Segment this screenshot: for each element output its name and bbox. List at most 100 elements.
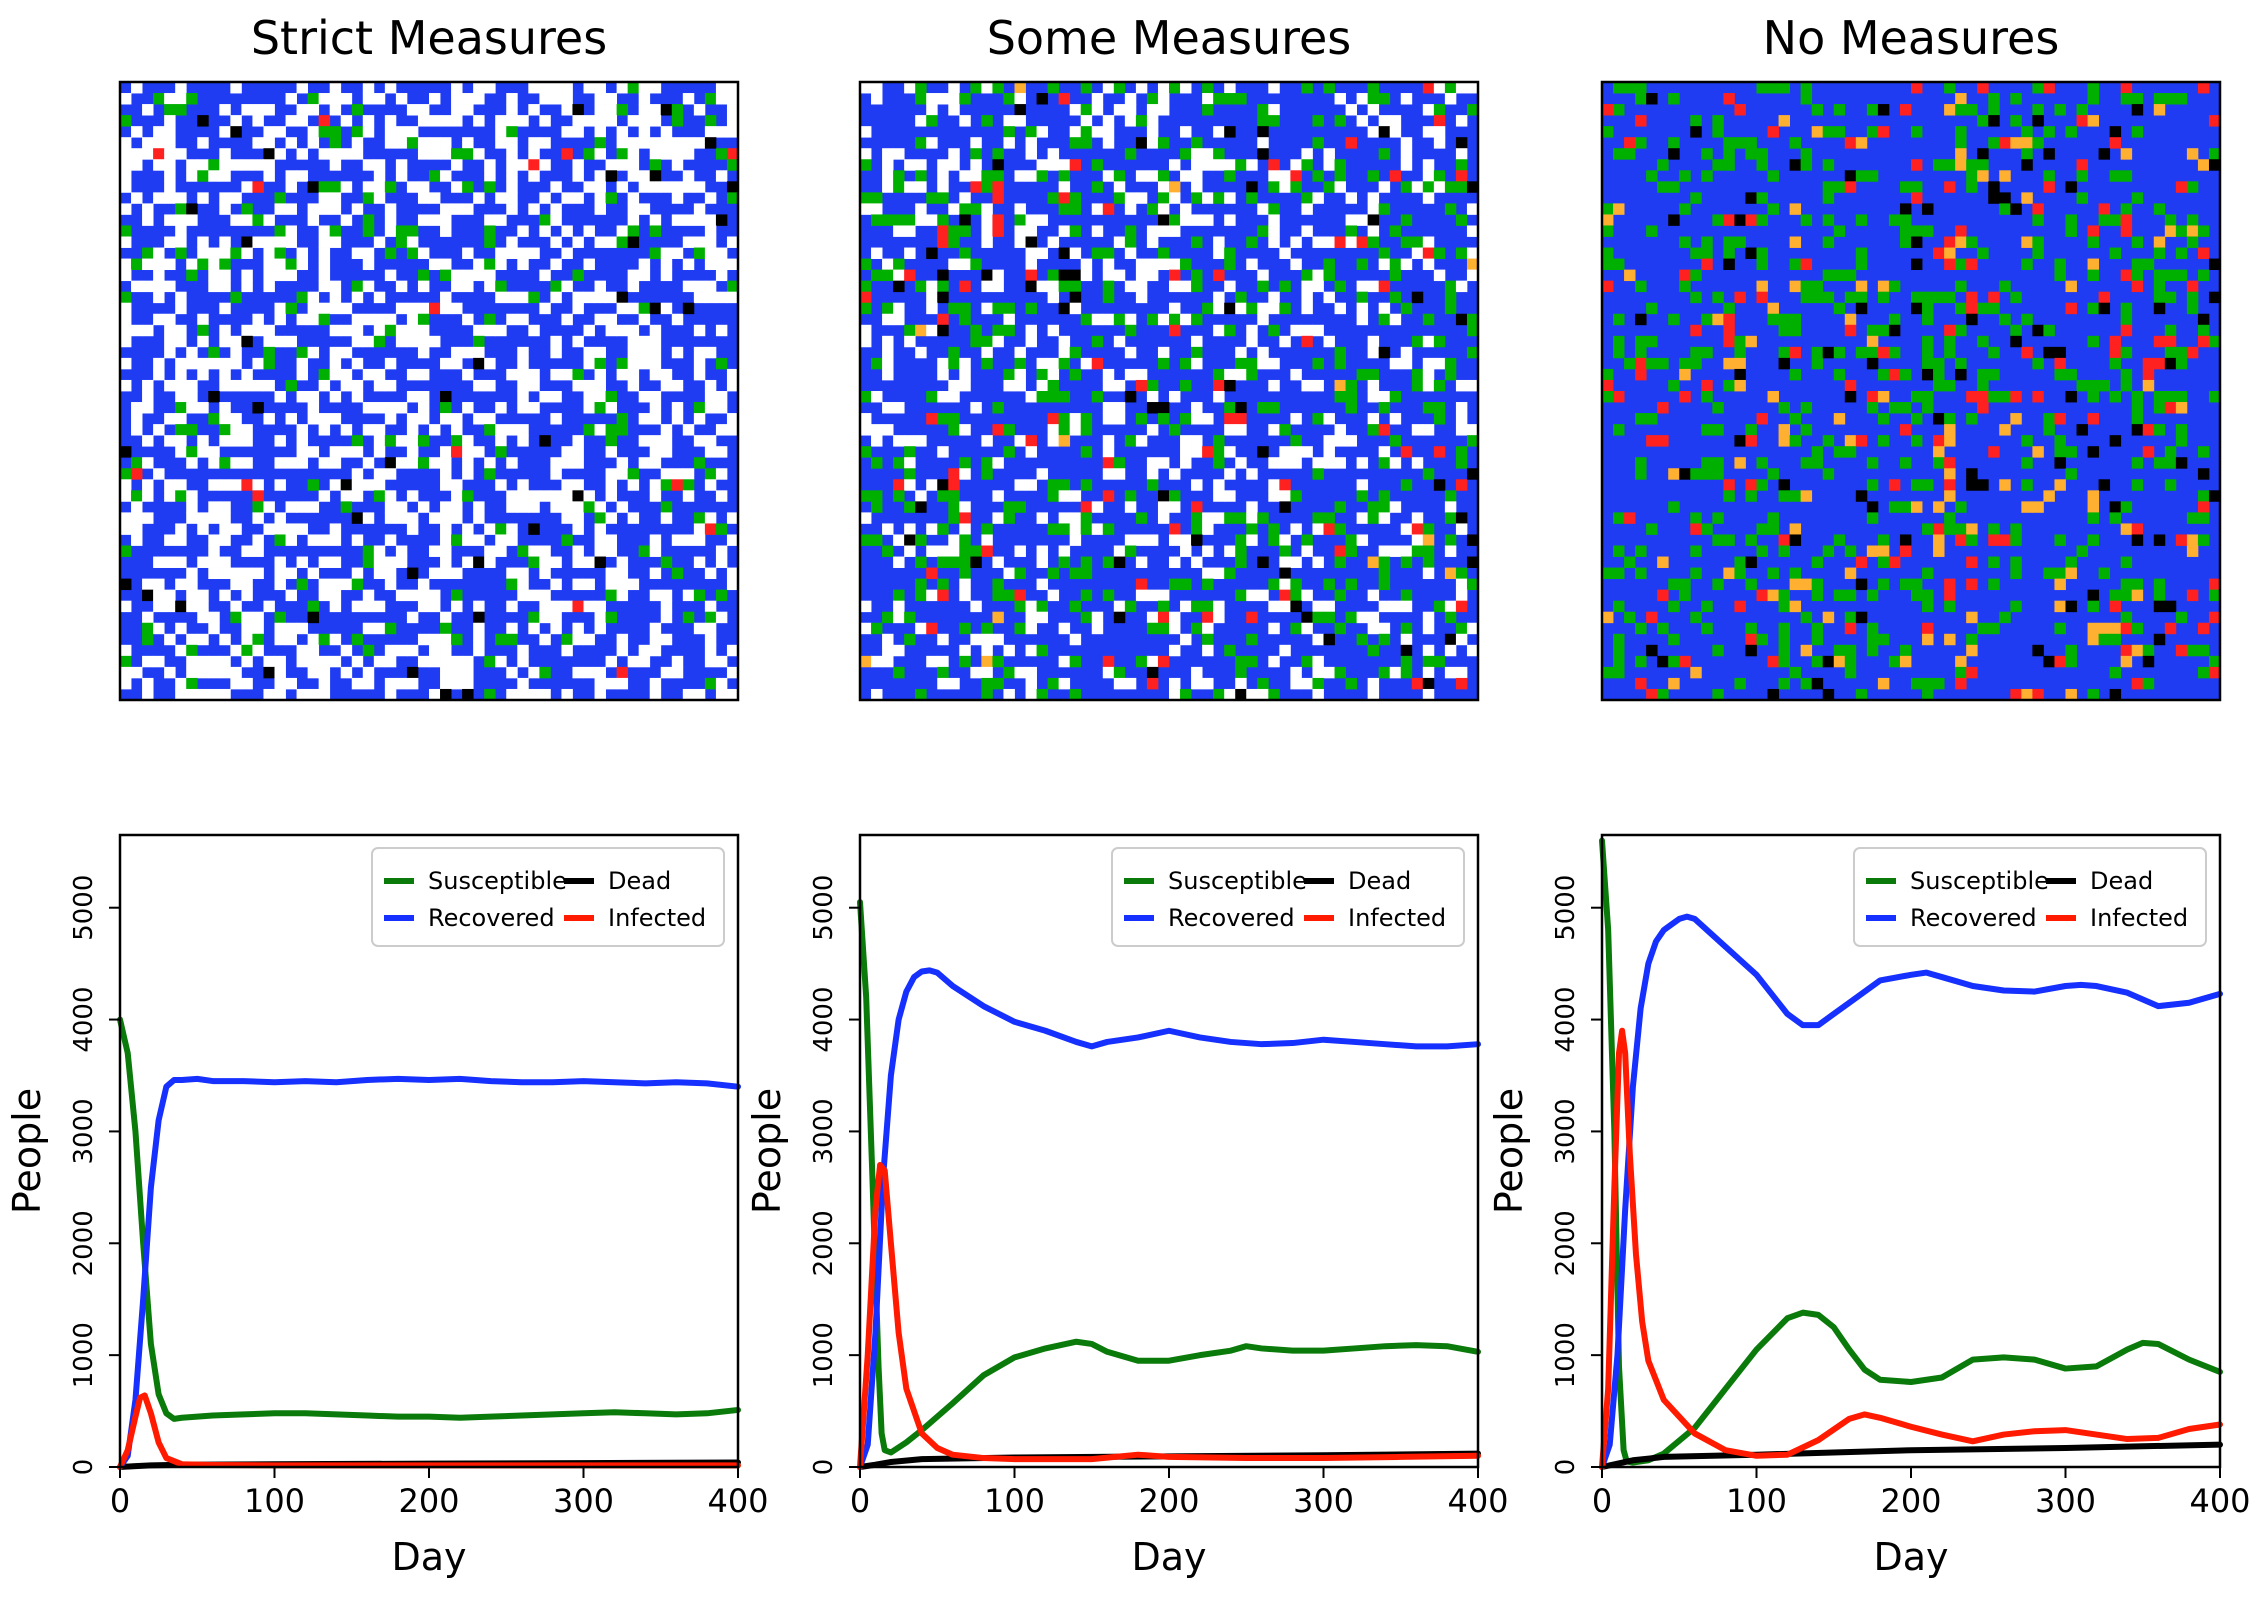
heatmap-cell-susceptible xyxy=(1389,291,1402,304)
heatmap-cell-incubating xyxy=(1058,435,1071,447)
heatmap-cell-dead xyxy=(1822,688,1835,701)
heatmap-cell-empty xyxy=(1102,126,1115,138)
heatmap-cell-empty xyxy=(318,379,331,392)
heatmap-cell-empty xyxy=(440,567,452,580)
heatmap-cell-incubating xyxy=(1955,236,1967,248)
heatmap-cell-empty xyxy=(860,424,872,436)
heatmap-cell-empty xyxy=(1124,192,1137,204)
heatmap-cell-susceptible xyxy=(2054,534,2066,546)
heatmap-cell-empty xyxy=(1433,82,1446,94)
x-tick-label: 200 xyxy=(1880,1482,1941,1520)
heatmap-cell-empty xyxy=(484,413,496,425)
heatmap-cell-empty xyxy=(1069,512,1082,524)
heatmap-cell-susceptible xyxy=(893,666,905,679)
heatmap-cell-empty xyxy=(175,413,187,425)
heatmap-cell-dead xyxy=(241,236,253,248)
heatmap-cell-susceptible xyxy=(893,170,905,182)
heatmap-cell-empty xyxy=(395,457,408,469)
heatmap-cell-dead xyxy=(1224,302,1236,315)
heatmap-cell-susceptible xyxy=(1213,435,1225,447)
heatmap-cell-susceptible xyxy=(693,247,706,259)
heatmap-cell-incubating xyxy=(2065,688,2077,701)
heatmap-cell-empty xyxy=(484,170,496,182)
heatmap-cell-susceptible xyxy=(2153,457,2166,469)
heatmap-cell-infected xyxy=(1966,391,1978,403)
heatmap-cell-empty xyxy=(693,324,706,337)
heatmap-cell-empty xyxy=(715,170,728,182)
heatmap-cell-susceptible xyxy=(362,214,375,226)
heatmap-cell-empty xyxy=(1466,247,1479,259)
heatmap-cell-empty xyxy=(726,115,739,127)
heatmap-cell-infected xyxy=(1624,137,1636,149)
heatmap-cell-infected xyxy=(1356,236,1369,248)
heatmap-cell-infected xyxy=(1389,170,1402,182)
heatmap-cell-empty xyxy=(373,379,386,392)
heatmap-cell-susceptible xyxy=(1224,512,1236,524)
heatmap-cell-dead xyxy=(1955,368,1967,381)
heatmap-cell-susceptible xyxy=(1833,346,1846,359)
heatmap-cell-susceptible xyxy=(1922,600,1934,613)
heatmap-cell-empty xyxy=(638,435,651,447)
heatmap-cell-empty xyxy=(1014,93,1026,105)
heatmap-cell-empty xyxy=(153,159,165,171)
heatmap-cell-susceptible xyxy=(1367,644,1380,657)
heatmap-cell-susceptible xyxy=(1323,611,1335,624)
heatmap-cell-empty xyxy=(1323,291,1335,304)
heatmap-cell-susceptible xyxy=(1800,611,1813,624)
heatmap-cell-empty xyxy=(893,435,905,447)
heatmap-cell-susceptible xyxy=(1367,82,1380,94)
heatmap-cell-empty xyxy=(131,501,143,513)
heatmap-cell-susceptible xyxy=(948,556,960,568)
heatmap-cell-empty xyxy=(1323,446,1335,458)
heatmap-cell-susceptible xyxy=(1756,159,1768,171)
heatmap-cell-empty xyxy=(175,379,187,392)
heatmap-cell-empty xyxy=(550,291,562,304)
heatmap-cell-empty xyxy=(120,302,132,315)
heatmap-cell-susceptible xyxy=(2109,589,2122,602)
heatmap-cell-susceptible xyxy=(406,137,419,149)
heatmap-cell-incubating xyxy=(1899,655,1912,668)
heatmap-cell-empty xyxy=(583,666,595,679)
heatmap-cell-empty xyxy=(1058,655,1071,668)
heatmap-cell-susceptible xyxy=(1367,424,1380,436)
heatmap-cell-empty xyxy=(164,435,176,447)
heatmap-cell-susceptible xyxy=(1036,391,1049,403)
heatmap-cell-susceptible xyxy=(1988,302,2000,315)
heatmap-cell-infected xyxy=(1988,446,2000,458)
heatmap-cell-empty xyxy=(362,457,375,469)
heatmap-cell-empty xyxy=(186,655,198,668)
heatmap-cell-susceptible xyxy=(1822,214,1835,226)
heatmap-cell-empty xyxy=(1213,159,1225,171)
y-tick-label: 0 xyxy=(69,1459,99,1476)
heatmap-cell-empty xyxy=(219,666,231,679)
heatmap-cell-dead xyxy=(2164,600,2177,613)
heatmap-cell-susceptible xyxy=(1246,236,1258,248)
heatmap-cell-incubating xyxy=(1866,545,1879,557)
heatmap-cell-empty xyxy=(583,258,595,271)
heatmap-cell-empty xyxy=(506,159,518,171)
heatmap-cell-empty xyxy=(915,214,927,226)
heatmap-cell-empty xyxy=(142,104,154,116)
heatmap-cell-susceptible xyxy=(417,269,430,282)
heatmap-cell-susceptible xyxy=(296,291,309,304)
heatmap-cell-empty xyxy=(1367,203,1380,215)
heatmap-cell-susceptible xyxy=(1966,534,1978,546)
heatmap-cell-dead xyxy=(2131,104,2144,116)
heatmap-cell-dead xyxy=(1400,644,1413,657)
heatmap-cell-dead xyxy=(981,269,993,282)
heatmap-cell-empty xyxy=(219,688,231,701)
y-tick-label: 1000 xyxy=(69,1322,99,1388)
heatmap-cell-dead xyxy=(605,170,618,182)
heatmap-cell-empty xyxy=(131,192,143,204)
heatmap-cell-susceptible xyxy=(2142,644,2155,657)
heatmap-cell-empty xyxy=(550,578,562,591)
heatmap-cell-susceptible xyxy=(926,115,938,127)
heatmap-cell-empty xyxy=(417,335,430,348)
heatmap-cell-empty xyxy=(1455,115,1468,127)
heatmap-cell-empty xyxy=(1014,346,1026,359)
heatmap-cell-dead xyxy=(1646,93,1658,105)
heatmap-cell-empty xyxy=(296,357,309,370)
heatmap-cell-empty xyxy=(561,93,573,105)
heatmap-cell-susceptible xyxy=(1613,335,1625,348)
heatmap-cell-empty xyxy=(153,126,165,138)
